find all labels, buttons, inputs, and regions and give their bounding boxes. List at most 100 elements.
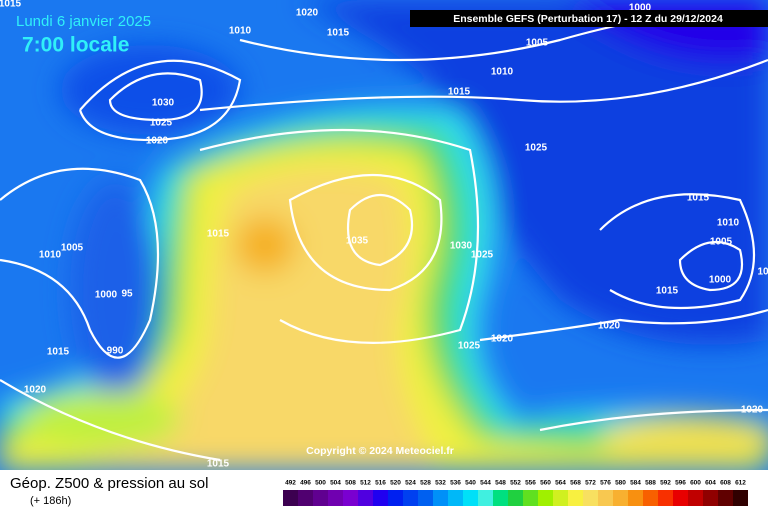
isobar-label: 1020 (491, 334, 514, 345)
scale-swatch (388, 490, 403, 506)
scale-swatch (703, 490, 718, 506)
scale-swatch (493, 490, 508, 506)
scale-swatch (733, 490, 748, 506)
scale-label: 532 (435, 480, 446, 487)
scale-label: 592 (660, 480, 671, 487)
scale-label: 572 (585, 480, 596, 487)
scale-swatch (313, 490, 328, 506)
scale-swatch (343, 490, 358, 506)
isobar-label: 1015 (47, 347, 70, 358)
scale-swatch (568, 490, 583, 506)
scale-swatch (283, 490, 298, 506)
scale-label: 552 (510, 480, 521, 487)
footer-lead: (+ 186h) (30, 495, 71, 507)
isobar-label: 1010 (491, 67, 514, 78)
isobar-label: 1000 (709, 275, 732, 286)
scale-swatch (373, 490, 388, 506)
scale-swatch (358, 490, 373, 506)
isobar-label: 1035 (346, 236, 369, 247)
isobar-label: 1020 (24, 385, 47, 396)
scale-label: 504 (330, 480, 341, 487)
isobars (0, 12, 768, 462)
footer-title: Géop. Z500 & pression au sol (10, 475, 208, 492)
scale-label: 604 (705, 480, 716, 487)
scale-swatch (673, 490, 688, 506)
isobar-label: 1010 (717, 218, 740, 229)
scale-swatch (433, 490, 448, 506)
isobar-label: 95 (121, 289, 133, 300)
scale-swatch (298, 490, 313, 506)
scale-label: 548 (495, 480, 506, 487)
isobar-label: 1015 (0, 0, 22, 10)
isobar-label: 1000 (629, 3, 652, 14)
scale-label: 536 (450, 480, 461, 487)
scale-swatch (403, 490, 418, 506)
isobar-label: 1025 (525, 143, 548, 154)
scale-label: 520 (390, 480, 401, 487)
scale-swatch (628, 490, 643, 506)
isobar-label: 1005 (710, 237, 733, 248)
isobar-label: 1020 (146, 136, 169, 147)
scale-label: 580 (615, 480, 626, 487)
isobar-label: 1005 (61, 243, 84, 254)
isobar-label: 990 (107, 346, 124, 357)
scale-swatch (463, 490, 478, 506)
scale-label: 568 (570, 480, 581, 487)
scale-label: 500 (315, 480, 326, 487)
isobar-label: 1020 (598, 321, 621, 332)
scale-label: 556 (525, 480, 536, 487)
scale-label: 508 (345, 480, 356, 487)
scale-label: 588 (645, 480, 656, 487)
isobar-label: 10 (757, 267, 768, 278)
scale-label: 512 (360, 480, 371, 487)
isobar-label: 1015 (448, 87, 471, 98)
run-banner (410, 10, 768, 27)
scale-swatch (583, 490, 598, 506)
scale-swatch (553, 490, 568, 506)
isobar-label: 1020 (296, 8, 319, 19)
scale-label: 564 (555, 480, 566, 487)
isobar-label: 1010 (39, 250, 62, 261)
scale-label: 528 (420, 480, 431, 487)
scale-label: 492 (285, 480, 296, 487)
scale-label: 608 (720, 480, 731, 487)
isobar-label: 1025 (471, 250, 494, 261)
isobar-label: 1015 (687, 193, 710, 204)
scale-swatch (328, 490, 343, 506)
scale-label: 596 (675, 480, 686, 487)
scale-swatch (538, 490, 553, 506)
copyright: Copyright © 2024 Meteociel.fr (306, 445, 454, 457)
scale-swatch (478, 490, 493, 506)
isobar-label: 1025 (458, 341, 481, 352)
isobar-label: 1000 (95, 290, 118, 301)
isobar-label: 1015 (207, 229, 230, 240)
scale-swatch (598, 490, 613, 506)
isobar-label: 1015 (327, 28, 350, 39)
scale-swatch (523, 490, 538, 506)
scale-swatch (658, 490, 673, 506)
scale-label: 544 (480, 480, 491, 487)
scale-swatch (643, 490, 658, 506)
isobar-label: 1020 (741, 405, 764, 416)
scale-label: 600 (690, 480, 701, 487)
isobar-label: 1015 (656, 286, 679, 297)
isobar-label: 1030 (450, 241, 473, 252)
scale-swatch (688, 490, 703, 506)
scale-swatch (718, 490, 733, 506)
isobar-label: 1005 (526, 38, 549, 49)
scale-label: 496 (300, 480, 311, 487)
isobar-label: 1030 (152, 98, 175, 109)
isobar-label: 1015 (207, 459, 230, 470)
isobar-label: 1025 (150, 118, 173, 129)
scale-swatch (448, 490, 463, 506)
scale-label: 560 (540, 480, 551, 487)
scale-label: 612 (735, 480, 746, 487)
scale-label: 584 (630, 480, 641, 487)
valid-date: Lundi 6 janvier 2025 (16, 13, 151, 30)
run-info: Ensemble GEFS (Perturbation 17) - 12 Z d… (453, 13, 723, 25)
scale-label: 576 (600, 480, 611, 487)
valid-time: 7:00 locale (22, 34, 129, 57)
